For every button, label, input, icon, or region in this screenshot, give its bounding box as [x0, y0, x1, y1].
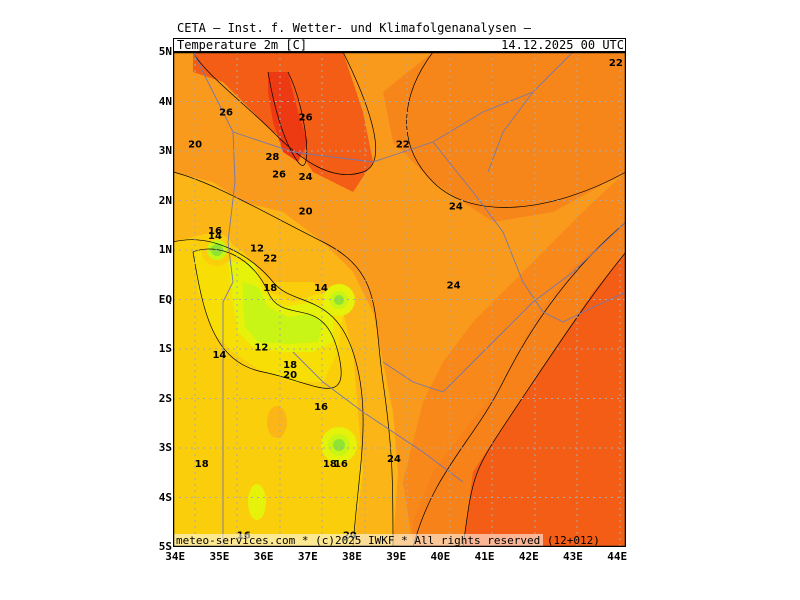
lat-tick-label: 3N: [158, 144, 172, 157]
contour-label: 26: [272, 169, 286, 180]
lat-tick-label: 1N: [158, 243, 172, 256]
lat-tick-label: 2N: [158, 193, 172, 207]
lon-tick-label: 44E: [607, 550, 628, 563]
lon-tick-label: 36E: [253, 550, 274, 563]
contour-label: 18: [283, 360, 297, 371]
lat-tick-label: EQ: [158, 292, 172, 306]
chart-title: CETA — Inst. f. Wetter- und Klimafolgena…: [177, 21, 532, 35]
contour-label: 18: [263, 283, 277, 294]
contour-label: 20: [299, 206, 313, 217]
contour-label: 24: [299, 172, 313, 183]
contour-label: 20: [283, 370, 297, 381]
contour-label: 14: [208, 231, 222, 242]
lon-tick-label: 42E: [518, 550, 539, 563]
copyright-notice: meteo-services.com * (c)2025 IWKF * All …: [176, 534, 600, 547]
contour-label: 16: [314, 402, 328, 413]
contour-label: 12: [250, 244, 264, 255]
country-borders: [192, 52, 626, 547]
contour-label: 22: [609, 58, 623, 69]
contour-label: 18: [323, 459, 337, 470]
contour-label: 24: [449, 201, 463, 212]
lon-tick-label: 35E: [209, 550, 230, 563]
temp-field-24-ne: [383, 52, 626, 222]
lon-tick-label: 37E: [297, 550, 318, 563]
contour-label: 18: [195, 459, 209, 470]
parameter-bar: [173, 38, 626, 52]
lat-tick-label: 2S: [158, 391, 172, 405]
contour-label: 22: [263, 253, 277, 264]
lon-tick-label: 43E: [563, 550, 583, 563]
lat-tick-label: 5N: [158, 45, 172, 58]
temp-field-28-n: [268, 72, 308, 162]
lat-tick-label: 1S: [158, 342, 172, 355]
contour-label: 28: [265, 152, 279, 163]
lat-tick-label: 4S: [158, 490, 172, 504]
contour-label: 24: [447, 281, 461, 292]
contour-label: 22: [396, 140, 410, 151]
lat-tick-label: 3S: [158, 441, 172, 454]
temp-field-14: [243, 282, 323, 344]
graticule: [173, 52, 626, 547]
contour-label: 20: [188, 140, 202, 151]
lon-tick-label: 41E: [474, 550, 495, 563]
contour-label: 14: [314, 283, 328, 294]
lon-tick-label: 38E: [342, 550, 362, 563]
lat-tick-label: 4N: [158, 94, 172, 108]
parameter-label: Temperature_2m [C]: [177, 38, 308, 52]
lon-tick-label: 34E: [165, 550, 186, 563]
contour-label: 16: [208, 226, 222, 237]
contour-label: 26: [219, 107, 233, 118]
contour-label: 16: [334, 459, 348, 470]
lon-tick-label: 39E: [386, 550, 407, 563]
contour-label: 26: [299, 112, 313, 123]
contour-label: 14: [212, 350, 226, 361]
lat-tick-label: 5S: [158, 540, 172, 553]
contour-label: 24: [387, 454, 401, 465]
lon-tick-label: 40E: [430, 550, 451, 563]
contour-label: 12: [254, 343, 268, 354]
isotherms: [173, 52, 626, 547]
valid-time: 14.12.2025 00 UTC: [501, 38, 624, 52]
